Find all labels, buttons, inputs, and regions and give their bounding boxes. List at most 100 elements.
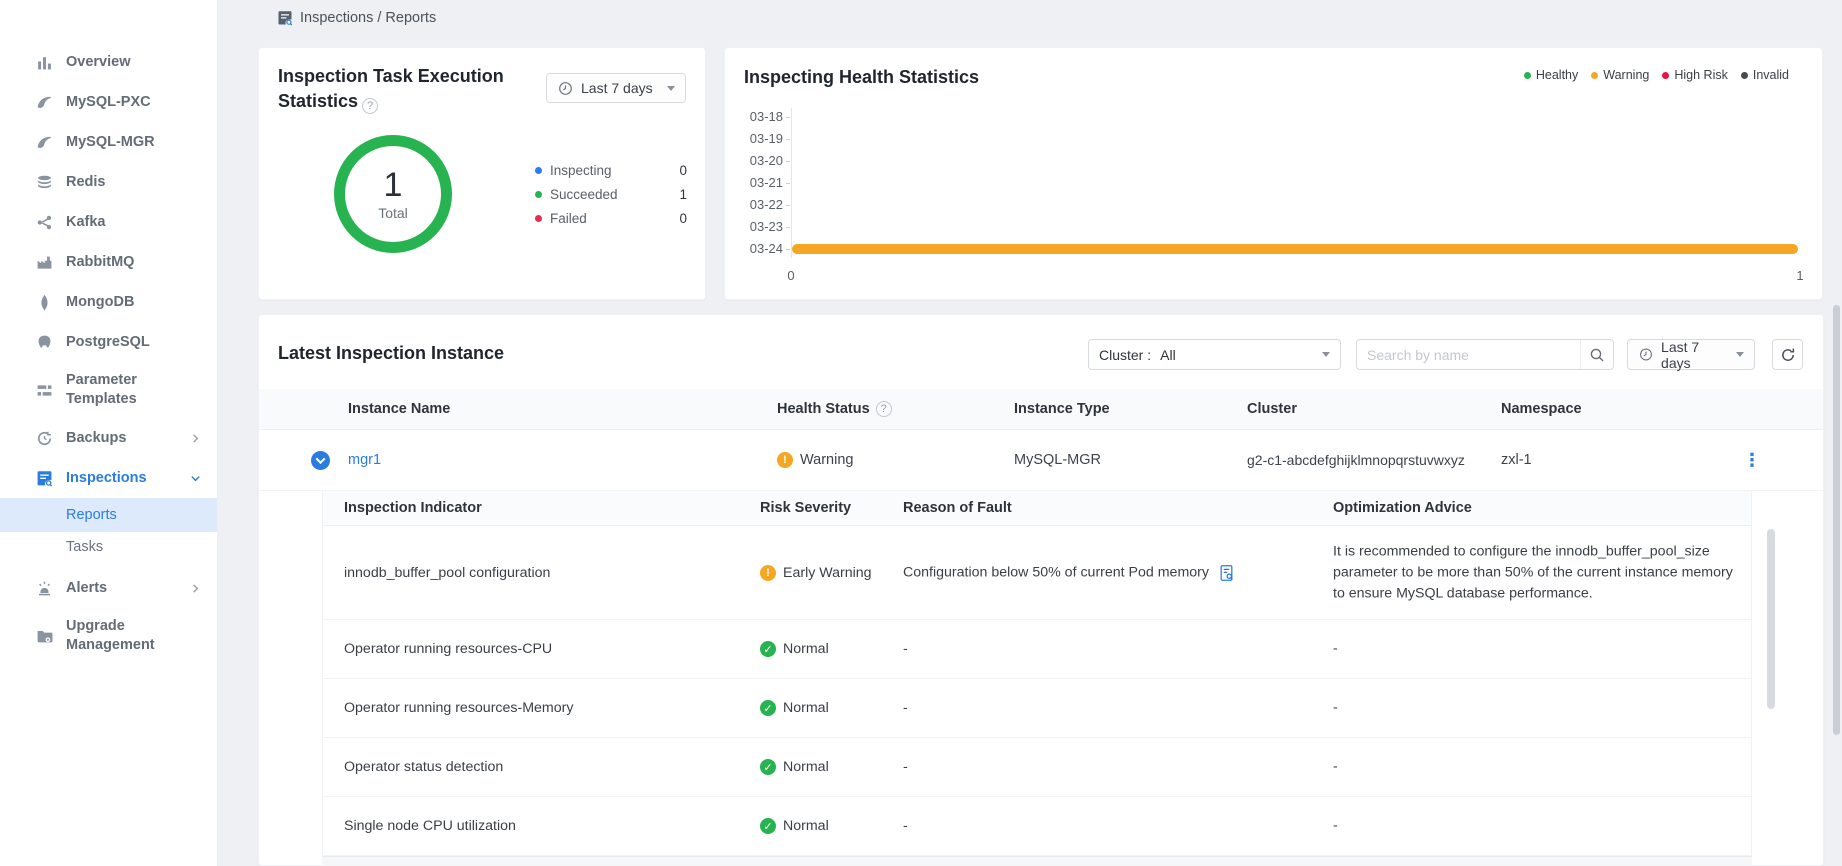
indicator-cell: Operator running resources-CPU: [344, 641, 553, 657]
task-legend: Inspecting 0 Succeeded 1 Failed 0: [535, 158, 687, 230]
x-axis-tick: 1: [1796, 268, 1804, 283]
legend-item-inspecting[interactable]: Inspecting 0: [535, 158, 687, 182]
reason-cell: Configuration below 50% of current Pod m…: [903, 564, 1323, 581]
sidebar-item-label: Backups: [66, 429, 127, 446]
health-status-badge: ! Warning: [777, 452, 853, 468]
sidebar-item-postgresql[interactable]: PostgreSQL: [0, 322, 217, 362]
health-stats-title: Inspecting Health Statistics: [744, 67, 980, 87]
legend-item-warning[interactable]: Warning: [1591, 68, 1649, 82]
column-header: Risk Severity: [760, 500, 852, 516]
detail-table-scrollbar[interactable]: [1767, 529, 1775, 709]
inspection-doc-icon: [278, 11, 293, 26]
clock-icon: [1640, 348, 1653, 361]
sidebar-item-upgrade-management[interactable]: Upgrade Management: [0, 608, 217, 664]
sidebar-item-label: Parameter Templates: [66, 372, 137, 407]
task-range-select[interactable]: Last 7 days: [546, 73, 686, 103]
sidebar-item-alerts[interactable]: Alerts: [0, 568, 217, 608]
table-row: mgr1 ! Warning MySQL-MGR g2-c1-abcdefghi…: [259, 430, 1823, 491]
legend-dot: [535, 190, 542, 198]
warning-icon: !: [777, 452, 793, 468]
column-header: Instance Name: [348, 401, 451, 417]
legend-label: Failed: [550, 210, 587, 226]
reason-cell: -: [903, 818, 908, 834]
sidebar-item-parameter-templates[interactable]: Parameter Templates: [0, 362, 217, 418]
task-stats-card: Inspection Task Execution Statistics ? L…: [258, 47, 706, 300]
y-axis-label: 03-20: [749, 153, 783, 168]
y-tick: [786, 183, 790, 184]
report-doc-icon[interactable]: [1218, 564, 1235, 581]
column-header: Instance Type: [1014, 401, 1110, 417]
detail-row: Operator running resources-CPU ✓ Normal -…: [323, 620, 1751, 679]
collapse-row-button[interactable]: [311, 451, 330, 470]
sidebar-item-backups[interactable]: Backups: [0, 418, 217, 458]
legend-item-high-risk[interactable]: High Risk: [1662, 68, 1728, 82]
legend-item-invalid[interactable]: Invalid: [1740, 68, 1789, 82]
y-axis-label: 03-24: [749, 241, 783, 256]
help-icon[interactable]: ?: [362, 98, 379, 114]
sidebar-item-label: Upgrade Management: [66, 618, 155, 653]
help-icon[interactable]: ?: [875, 401, 892, 417]
instance-name-link[interactable]: mgr1: [348, 452, 382, 468]
check-icon: ✓: [760, 700, 776, 716]
search-input[interactable]: [1357, 346, 1580, 363]
severity-text: Normal: [783, 818, 829, 834]
y-tick: [786, 139, 790, 140]
caret-down-icon: [1322, 352, 1330, 357]
chevron-down-icon: [191, 475, 200, 481]
detail-row: Operator status detection ✓ Normal - -: [323, 738, 1751, 797]
sidebar-item-label: Reports: [66, 507, 117, 523]
y-axis-label: 03-21: [749, 175, 783, 190]
reason-cell: -: [903, 700, 908, 716]
y-tick: [786, 117, 790, 118]
chevron-down-icon: [315, 454, 326, 465]
sidebar-item-label: MongoDB: [66, 293, 135, 310]
legend-label: Warning: [1603, 68, 1650, 82]
sidebar-item-mysql-pxc[interactable]: MySQL-PXC: [0, 82, 217, 122]
y-axis-label: 03-23: [749, 219, 783, 234]
cluster-filter-label: Cluster :: [1099, 346, 1152, 363]
refresh-button[interactable]: [1772, 339, 1803, 370]
legend-dot: [535, 214, 542, 222]
breadcrumb-text: Inspections / Reports: [300, 10, 437, 26]
legend-label: Invalid: [1752, 68, 1789, 82]
sidebar-item-redis[interactable]: Redis: [0, 162, 217, 202]
legend-item-healthy[interactable]: Healthy: [1523, 68, 1578, 82]
elephant-icon: [38, 335, 51, 348]
sidebar-item-reports[interactable]: Reports: [0, 498, 217, 532]
legend-item-succeeded[interactable]: Succeeded 1: [535, 182, 687, 206]
legend-value: 1: [679, 186, 687, 202]
search-icon[interactable]: [1581, 347, 1613, 363]
advice-cell: -: [1333, 640, 1338, 657]
page-scrollbar[interactable]: [1833, 305, 1840, 735]
sidebar-item-label: Alerts: [66, 579, 108, 596]
sidebar-item-kafka[interactable]: Kafka: [0, 202, 217, 242]
breadcrumb[interactable]: Inspections / Reports: [277, 10, 436, 26]
health-stats-card: Inspecting Health Statistics Healthy War…: [724, 47, 1823, 300]
alarm-icon: [38, 581, 51, 595]
instances-range-select[interactable]: Last 7 days: [1627, 339, 1755, 371]
inspection-doc-icon: [37, 470, 53, 487]
sidebar-item-tasks[interactable]: Tasks: [0, 532, 217, 562]
advice-cell: -: [1333, 699, 1338, 716]
sidebar-item-mysql-mgr[interactable]: MySQL-MGR: [0, 122, 217, 162]
legend-item-failed[interactable]: Failed 0: [535, 206, 687, 230]
column-header: Inspection Indicator: [344, 500, 482, 516]
row-actions-menu[interactable]: ⋮: [1743, 450, 1761, 470]
x-axis-tick: 0: [787, 268, 795, 283]
sidebar-item-label: PostgreSQL: [66, 333, 150, 350]
sidebar-item-overview[interactable]: Overview: [0, 42, 217, 82]
sidebar-item-inspections[interactable]: Inspections: [0, 458, 217, 498]
detail-row: Single node CPU utilization ✓ Normal - -: [323, 797, 1751, 856]
sidebar-item-label: MySQL-PXC: [66, 93, 151, 110]
latest-instances-card: Latest Inspection Instance Cluster : All…: [258, 314, 1824, 866]
column-header: Health Status?: [777, 401, 892, 417]
sidebar-item-rabbitmq[interactable]: RabbitMQ: [0, 242, 217, 282]
bar-chart-icon: [38, 56, 51, 69]
cluster-filter-select[interactable]: Cluster : All: [1088, 339, 1341, 370]
severity-text: Normal: [783, 759, 829, 775]
severity-cell: ✓ Normal: [760, 818, 895, 834]
sidebar-item-mongodb[interactable]: MongoDB: [0, 282, 217, 322]
advice-cell: -: [1333, 758, 1338, 775]
legend-label: Inspecting: [550, 162, 612, 178]
next-row-strip: [322, 856, 1752, 866]
